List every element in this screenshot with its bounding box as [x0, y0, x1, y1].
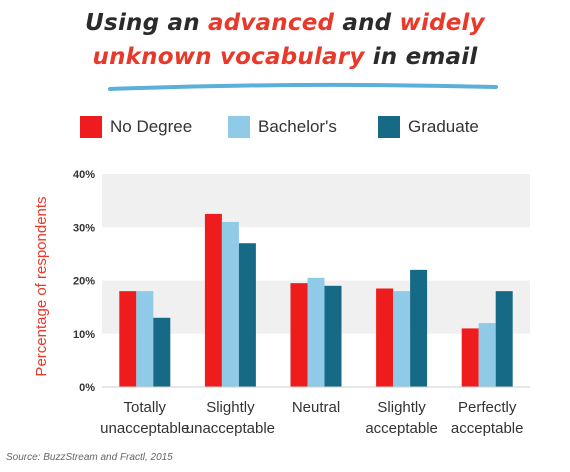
- grid-band: [102, 174, 530, 228]
- bar: [307, 277, 325, 387]
- title-highlight: advanced: [207, 10, 335, 36]
- chart-title-line-1: Using an advanced and widely: [0, 10, 570, 36]
- x-tick-label: Slightly: [377, 399, 426, 416]
- bar: [393, 291, 411, 387]
- bar: [376, 288, 394, 387]
- title-highlight: widely: [399, 10, 485, 36]
- bar: [461, 328, 479, 387]
- x-tick-label: Totally: [124, 399, 167, 416]
- legend-item-graduate: Graduate: [378, 116, 479, 138]
- x-tick-label: unacceptable: [100, 420, 189, 437]
- x-tick-label: Neutral: [292, 399, 340, 416]
- legend-item-bachelors: Bachelor's: [228, 116, 337, 138]
- x-tick-label: unacceptable: [186, 420, 275, 437]
- title-part: Using an: [85, 10, 208, 36]
- bar: [238, 243, 256, 387]
- x-tick-label: acceptable: [451, 420, 524, 437]
- bar: [495, 291, 513, 387]
- y-tick-label: 0%: [79, 382, 95, 394]
- y-tick-label: 40%: [73, 169, 95, 181]
- bar: [221, 221, 239, 387]
- x-tick-label: acceptable: [365, 420, 438, 437]
- source-note: Source: BuzzStream and Fractl, 2015: [6, 452, 173, 463]
- legend-item-no-degree: No Degree: [80, 116, 192, 138]
- y-axis-label: Percentage of respondents: [33, 196, 50, 376]
- bar: [290, 283, 308, 387]
- legend-swatch-bachelors: [228, 116, 250, 138]
- bar: [136, 291, 154, 387]
- bar: [153, 317, 171, 387]
- y-tick-label: 20%: [73, 276, 95, 288]
- bar: [204, 213, 222, 387]
- legend-swatch-graduate: [378, 116, 400, 138]
- y-tick-label: 30%: [73, 222, 95, 234]
- chart-title-line-2: unknown vocabulary in email: [0, 44, 570, 70]
- title-part: and: [334, 10, 400, 36]
- title-part: in email: [364, 44, 478, 70]
- legend-label: Bachelor's: [258, 117, 337, 136]
- legend-label: Graduate: [408, 117, 479, 136]
- bar: [324, 285, 342, 387]
- bar: [478, 323, 496, 387]
- x-tick-label: Slightly: [206, 399, 255, 416]
- title-highlight: unknown vocabulary: [92, 44, 365, 70]
- title-underline: [108, 82, 498, 91]
- legend-swatch-no-degree: [80, 116, 102, 138]
- y-tick-label: 10%: [73, 329, 95, 341]
- x-tick-label: Perfectly: [458, 399, 517, 416]
- bar: [119, 291, 137, 387]
- bar: [410, 269, 428, 387]
- chart-legend: No Degree Bachelor's Graduate: [80, 116, 520, 144]
- legend-label: No Degree: [110, 117, 193, 136]
